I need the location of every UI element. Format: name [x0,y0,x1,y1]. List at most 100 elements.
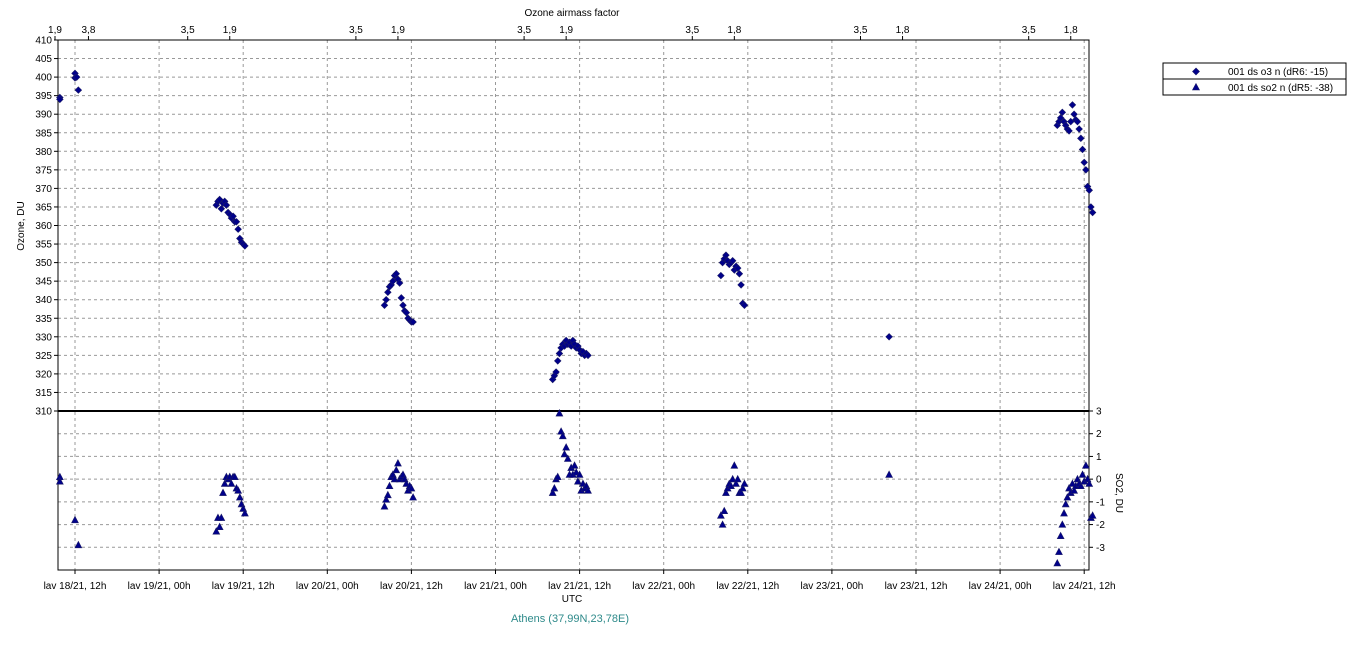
ozone-point [728,257,737,265]
so2-y-tick-label: 2 [1096,429,1102,440]
legend-label-o3: 001 ds o3 n (dR6: -15) [1228,67,1328,78]
so2-point [385,481,394,490]
so2-point [1060,508,1068,517]
so2-point [1078,470,1087,478]
y-axis-title-so2: SO2, DU [1113,473,1124,513]
so2-point [730,461,739,469]
ozone-y-tick-label: 365 [35,202,52,213]
ozone-point [402,308,411,317]
ozone-point [584,351,592,360]
so2-point [1055,547,1063,555]
ozone-point [392,270,400,278]
x-tick-label: lav 19/21, 12h [212,581,275,592]
ozone-point [1068,101,1077,109]
so2-point [1063,493,1072,501]
ozone-y-tick-label: 325 [35,351,52,362]
so2-point [380,502,389,510]
ozone-point [232,218,241,226]
ozone-point [722,251,730,259]
ozone-point [1077,134,1085,143]
legend-label-so2: 001 ds so2 n (dR5: -38) [1228,83,1333,94]
airmass-tick-label: 1,9 [559,25,573,36]
legend: 001 ds o3 n (dR6: -15) 001 ds so2 n (dR5… [1162,62,1347,96]
x-tick-label: lav 22/21, 12h [716,581,779,592]
so2-point [219,488,227,496]
x-tick-label: lav 18/21, 12h [44,581,107,592]
data-marks [55,69,1097,567]
so2-point [562,443,571,451]
airmass-tick-label: 3,5 [349,25,363,36]
so2-point [574,477,582,485]
so2-point [1053,558,1062,567]
ozone-point [380,301,389,309]
x-tick-label: lav 20/21, 12h [380,581,443,592]
y-axis-title-ozone: Ozone, DU [16,201,27,250]
ozone-y-tick-label: 335 [35,314,52,325]
ozone-point [74,86,83,94]
ozone-y-tick-label: 315 [35,388,52,399]
so2-point [563,454,572,462]
so2-point [1081,461,1090,469]
so2-point [1061,499,1070,508]
ozone-point [740,301,749,309]
ozone-y-tick-label: 385 [35,128,52,139]
airmass-tick-label: 1,8 [896,25,910,36]
so2-point [74,540,83,549]
so2-point [727,481,735,490]
ozone-point [1078,145,1087,154]
ozone-point [1058,108,1067,117]
airmass-tick-label: 1,8 [727,25,741,36]
airmass-tick-label: 3,5 [517,25,531,36]
location-caption: Athens (37,99N,23,78E) [511,613,629,625]
ozone-y-tick-label: 375 [35,165,52,176]
ozone-point [1073,117,1082,126]
so2-point [737,488,745,496]
airmass-tick-label: 3,8 [82,25,96,36]
so2-point [738,483,747,492]
ozone-point [234,225,242,233]
so2-point [733,474,742,483]
so2-point [584,486,592,494]
ozone-point [1070,110,1078,118]
x-tick-label: lav 24/21, 12h [1053,581,1116,592]
so2-point [1056,531,1065,540]
so2-point [1085,479,1094,487]
ozone-point [384,288,392,297]
ozone-y-tick-label: 320 [35,369,52,380]
so2-point [722,488,730,496]
so2-y-tick-label: -2 [1096,520,1105,531]
ozone-point [397,294,406,302]
ozone-point [382,295,390,304]
ozone-point [1085,186,1093,194]
ozone-point [1088,208,1097,217]
so2-point [1076,481,1085,490]
so2-point [716,511,725,519]
ozone-point [399,301,407,309]
airmass-tick-label: 3,5 [181,25,195,36]
so2-point [720,506,729,515]
so2-point [55,477,64,485]
ozone-y-tick-label: 350 [35,258,52,269]
so2-point [558,431,567,440]
so2-point [409,493,417,501]
so2-point [227,479,236,487]
ozone-y-tick-label: 380 [35,147,52,158]
so2-y-tick-label: -3 [1096,543,1105,554]
so2-point [555,409,564,417]
ozone-point [395,279,404,287]
so2-point [220,479,229,487]
ozone-point [554,357,562,365]
airmass-tick-label: 3,5 [1022,25,1036,36]
airmass-tick-label: 1,8 [1064,25,1078,36]
so2-point [71,515,79,524]
ozone-point [229,212,237,220]
ozone-point [72,73,81,81]
so2-point [728,474,737,483]
ozone-point [885,333,893,341]
so2-point [560,449,569,458]
ozone-point [1087,203,1095,211]
so2-point [732,479,740,487]
ozone-point [241,242,249,250]
x-tick-label: lav 21/21, 00h [464,581,527,592]
